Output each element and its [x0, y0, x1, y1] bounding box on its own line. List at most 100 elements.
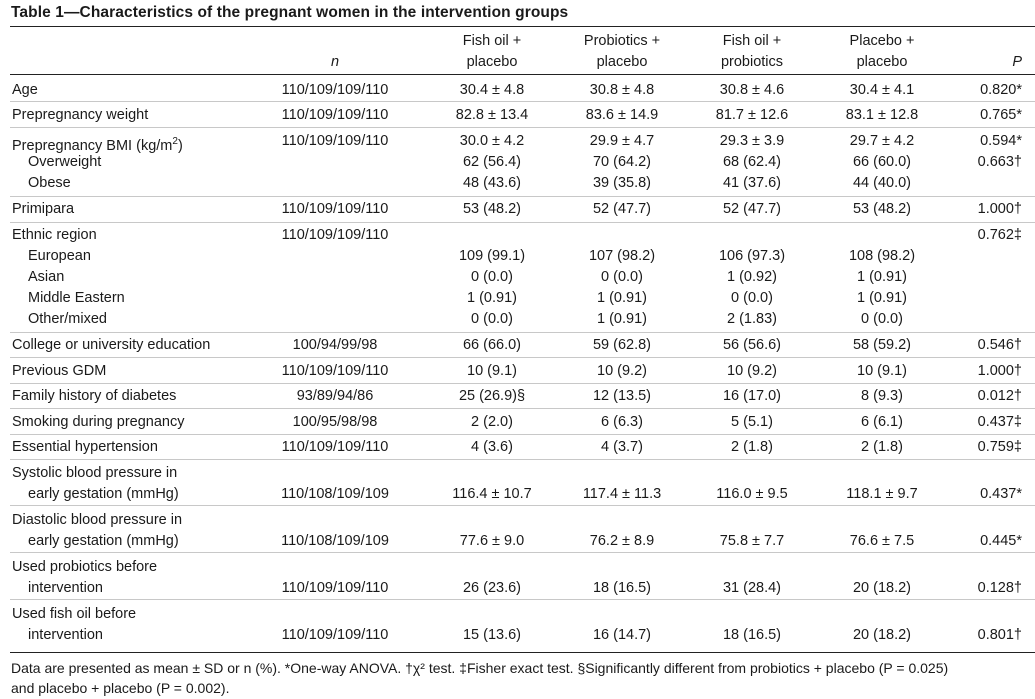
footnote-line-2: and placebo + placebo (P = 0.002). [11, 680, 230, 696]
bottom-rule [10, 652, 1035, 653]
row-separator [10, 434, 1035, 435]
table-title: Table 1—Characteristics of the pregnant … [11, 4, 569, 21]
cell-placebo-placebo: 20 (18.2) [852, 580, 912, 596]
cell-p-value: 1.000† [977, 363, 1022, 379]
cell-placebo-placebo: 44 (40.0) [852, 175, 912, 191]
header-p: P [1012, 54, 1022, 70]
cell-fish-oil-probiotics: 16 (17.0) [722, 388, 782, 404]
cell-probiotics-placebo: 1 (0.91) [597, 290, 647, 306]
row-separator [10, 459, 1035, 460]
row-label-superscript: 2 [172, 136, 178, 147]
cell-p-value: 0.663† [977, 154, 1022, 170]
cell-fish-oil-placebo: 62 (56.4) [462, 154, 522, 170]
cell-fish-oil-probiotics: 30.8 ± 4.6 [719, 82, 785, 98]
cell-probiotics-placebo: 10 (9.2) [597, 363, 647, 379]
cell-fish-oil-probiotics: 52 (47.7) [722, 201, 782, 217]
cell-fish-oil-placebo: 30.4 ± 4.8 [459, 82, 525, 98]
row-label: Obese [28, 175, 71, 191]
cell-n: 100/95/98/98 [292, 414, 378, 430]
cell-placebo-placebo: 118.1 ± 9.7 [846, 486, 918, 502]
row-label: Middle Eastern [28, 290, 125, 306]
table-footnote: Data are presented as mean ± SD or n (%)… [11, 658, 1026, 698]
cell-fish-oil-probiotics: 106 (97.3) [718, 248, 786, 264]
row-label: Ethnic region [12, 227, 97, 243]
cell-n: 110/109/109/110 [281, 133, 389, 149]
cell-probiotics-placebo: 83.6 ± 14.9 [585, 107, 659, 123]
cell-placebo-placebo: 29.7 ± 4.2 [849, 133, 915, 149]
row-label: early gestation (mmHg) [28, 486, 179, 502]
cell-probiotics-placebo: 0 (0.0) [601, 269, 643, 285]
row-separator [10, 552, 1035, 553]
row-label: College or university education [12, 337, 211, 353]
cell-fish-oil-probiotics: 18 (16.5) [722, 627, 782, 643]
cell-placebo-placebo: 2 (1.8) [861, 439, 903, 455]
header-probiotics-line1: Probiotics + [583, 33, 661, 49]
cell-fish-oil-placebo: 82.8 ± 13.4 [455, 107, 529, 123]
cell-fish-oil-probiotics: 41 (37.6) [722, 175, 782, 191]
cell-fish-oil-placebo: 0 (0.0) [471, 311, 513, 327]
cell-fish-oil-placebo: 53 (48.2) [462, 201, 522, 217]
row-label: Prepregnancy BMI (kg/m2) [12, 131, 183, 157]
cell-n: 110/109/109/110 [281, 627, 389, 643]
row-separator [10, 599, 1035, 600]
cell-fish-oil-placebo: 109 (99.1) [458, 248, 526, 264]
cell-placebo-placebo: 1 (0.91) [857, 290, 907, 306]
cell-fish-oil-placebo: 15 (13.6) [462, 627, 522, 643]
header-placebo-line1: Placebo + [849, 33, 915, 49]
header-probiotics-line2: placebo [596, 54, 648, 70]
cell-fish-oil-probiotics: 2 (1.8) [731, 439, 773, 455]
cell-fish-oil-probiotics: 31 (28.4) [722, 580, 782, 596]
header-placebo-line2: placebo [856, 54, 908, 70]
cell-fish-oil-probiotics: 0 (0.0) [731, 290, 773, 306]
cell-fish-oil-placebo: 48 (43.6) [462, 175, 522, 191]
row-label: early gestation (mmHg) [28, 533, 179, 549]
cell-fish-oil-placebo: 30.0 ± 4.2 [459, 133, 525, 149]
cell-placebo-placebo: 0 (0.0) [861, 311, 903, 327]
cell-probiotics-placebo: 70 (64.2) [592, 154, 652, 170]
cell-n: 110/109/109/110 [281, 82, 389, 98]
cell-fish-oil-placebo: 25 (26.9)§ [458, 388, 526, 404]
cell-probiotics-placebo: 18 (16.5) [592, 580, 652, 596]
cell-fish-oil-probiotics: 116.0 ± 9.5 [716, 486, 788, 502]
cell-p-value: 0.765* [980, 107, 1022, 123]
row-label: Age [12, 82, 38, 98]
cell-probiotics-placebo: 6 (6.3) [601, 414, 643, 430]
cell-n: 110/109/109/110 [281, 201, 389, 217]
cell-placebo-placebo: 66 (60.0) [852, 154, 912, 170]
cell-n: 110/109/109/110 [281, 107, 389, 123]
row-separator [10, 505, 1035, 506]
cell-fish-oil-placebo: 4 (3.6) [471, 439, 513, 455]
row-label: Overweight [28, 154, 102, 170]
cell-probiotics-placebo: 29.9 ± 4.7 [589, 133, 655, 149]
cell-placebo-placebo: 76.6 ± 7.5 [849, 533, 915, 549]
cell-placebo-placebo: 10 (9.1) [857, 363, 907, 379]
cell-p-value: 0.759‡ [977, 439, 1022, 455]
cell-fish-oil-probiotics: 2 (1.83) [727, 311, 777, 327]
cell-p-value: 0.801† [977, 627, 1022, 643]
row-label: Other/mixed [28, 311, 107, 327]
header-rule [10, 74, 1035, 75]
cell-probiotics-placebo: 117.4 ± 11.3 [582, 486, 662, 502]
footnote-line-1: Data are presented as mean ± SD or n (%)… [11, 660, 949, 676]
cell-p-value: 0.012† [977, 388, 1022, 404]
cell-fish-oil-placebo: 10 (9.1) [467, 363, 517, 379]
cell-fish-oil-placebo: 116.4 ± 10.7 [452, 486, 532, 502]
header-fish-oil-line2: placebo [466, 54, 518, 70]
row-label: intervention [28, 580, 103, 596]
cell-fish-oil-probiotics: 29.3 ± 3.9 [719, 133, 785, 149]
header-fish-oil-line1: Fish oil + [462, 33, 522, 49]
row-label: Primipara [12, 201, 75, 217]
row-separator [10, 383, 1035, 384]
cell-probiotics-placebo: 59 (62.8) [592, 337, 652, 353]
cell-n: 110/108/109/109 [281, 486, 389, 502]
cell-n: 110/109/109/110 [281, 580, 389, 596]
row-label: Used fish oil before [12, 606, 137, 622]
cell-placebo-placebo: 53 (48.2) [852, 201, 912, 217]
cell-probiotics-placebo: 4 (3.7) [601, 439, 643, 455]
cell-fish-oil-probiotics: 68 (62.4) [722, 154, 782, 170]
row-separator [10, 196, 1035, 197]
row-label: Essential hypertension [12, 439, 158, 455]
row-label: Family history of diabetes [12, 388, 177, 404]
cell-n: 100/94/99/98 [292, 337, 378, 353]
cell-placebo-placebo: 30.4 ± 4.1 [849, 82, 915, 98]
